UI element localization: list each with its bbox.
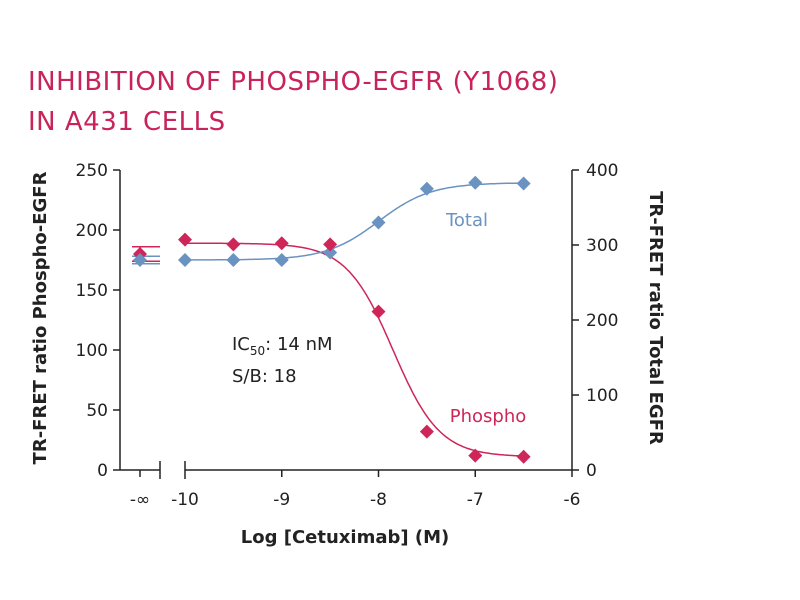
phospho-point	[516, 449, 531, 464]
x-tick-label: -7	[467, 490, 484, 510]
right-y-tick-label: 0	[586, 461, 597, 481]
chart-title: INHIBITION OF PHOSPHO-EGFR (Y1068) IN A4…	[28, 62, 558, 142]
total-point	[133, 253, 147, 267]
total-point	[419, 181, 434, 196]
x-tick-label: -∞	[130, 490, 150, 510]
left-y-axis-title: TR-FRET ratio Phospho-EGFR	[30, 171, 51, 464]
x-tick-label: -10	[171, 490, 199, 510]
right-y-axis-title: TR-FRET ratio Total EGFR	[645, 191, 666, 445]
phospho-point	[274, 236, 289, 251]
right-y-tick-label: 100	[586, 386, 618, 406]
right-y-tick-label: 400	[586, 161, 618, 181]
total-point	[274, 253, 289, 267]
phospho-fit-curve	[185, 242, 528, 457]
total-series-label: Total	[445, 210, 488, 231]
phospho-point	[323, 237, 338, 252]
left-y-tick-label: 100	[76, 341, 108, 361]
x-axis-title: Log [Cetuximab] (M)	[241, 527, 449, 548]
x-tick-label: -8	[370, 490, 387, 510]
phospho-point	[226, 237, 241, 252]
total-point	[323, 245, 338, 260]
left-y-tick-label: 50	[86, 401, 108, 421]
chart-title-line-2: IN A431 CELLS	[28, 107, 226, 137]
ic50-annotation: IC50: 14 nM	[232, 334, 333, 358]
total-fit-curve	[184, 182, 528, 261]
phospho-series-label: Phospho	[450, 406, 527, 427]
right-y-tick-label: 200	[586, 311, 618, 331]
total-point	[226, 253, 241, 267]
total-point	[516, 176, 531, 191]
x-tick-label: -6	[564, 490, 581, 510]
total-point	[468, 175, 483, 190]
left-y-tick-label: 150	[76, 281, 108, 301]
phospho-point	[178, 232, 192, 247]
left-y-tick-label: 200	[76, 221, 108, 241]
left-y-tick-label: 0	[97, 461, 108, 481]
total-point	[178, 253, 192, 267]
x-tick-label: -9	[273, 490, 290, 510]
signal-background-annotation: S/B: 18	[232, 366, 297, 387]
chart-title-line-1: INHIBITION OF PHOSPHO-EGFR (Y1068)	[28, 67, 559, 97]
phospho-point	[468, 448, 483, 463]
left-y-tick-label: 250	[76, 161, 108, 181]
phospho-point	[371, 304, 386, 319]
phospho-point	[419, 424, 434, 439]
right-y-tick-label: 300	[586, 236, 618, 256]
total-point	[371, 215, 386, 230]
